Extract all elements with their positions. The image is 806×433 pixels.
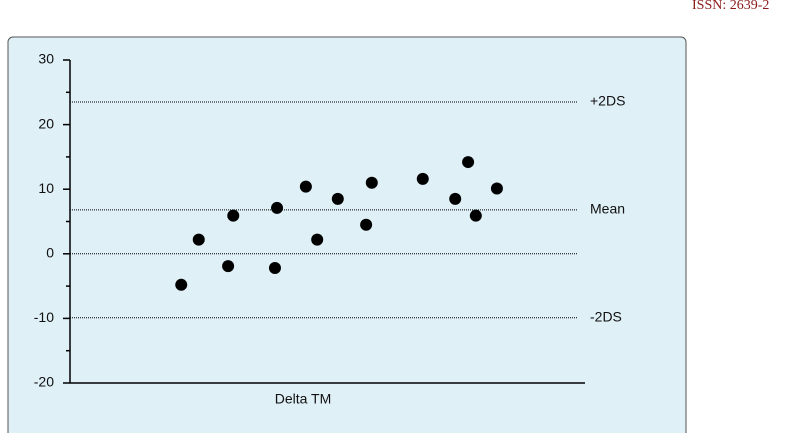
issn: ISSN: 2639-2 bbox=[692, 0, 769, 13]
point bbox=[175, 278, 188, 291]
y-tick-label: -20 bbox=[34, 374, 54, 390]
y-tick-label: 30 bbox=[38, 51, 54, 67]
point bbox=[416, 172, 429, 185]
y-tick-label: 0 bbox=[46, 245, 54, 261]
point bbox=[227, 209, 240, 222]
point bbox=[360, 218, 373, 231]
point bbox=[271, 201, 284, 214]
point bbox=[331, 192, 344, 205]
point bbox=[490, 182, 503, 195]
point bbox=[449, 192, 462, 205]
reference-label: -2DS bbox=[590, 308, 622, 324]
point bbox=[299, 180, 312, 193]
point bbox=[192, 233, 205, 246]
point bbox=[268, 262, 281, 275]
point bbox=[365, 176, 378, 189]
point bbox=[311, 233, 324, 246]
reference-label: Mean bbox=[590, 201, 625, 217]
point bbox=[469, 209, 482, 222]
x-axis-label: Delta TM bbox=[275, 391, 332, 407]
y-tick-label: 20 bbox=[38, 115, 54, 131]
chart-panel bbox=[7, 36, 687, 433]
point bbox=[222, 260, 235, 273]
y-tick-label: 10 bbox=[38, 180, 54, 196]
point bbox=[462, 156, 475, 169]
reference-label: +2DS bbox=[590, 93, 625, 109]
y-tick-label: -10 bbox=[34, 309, 54, 325]
